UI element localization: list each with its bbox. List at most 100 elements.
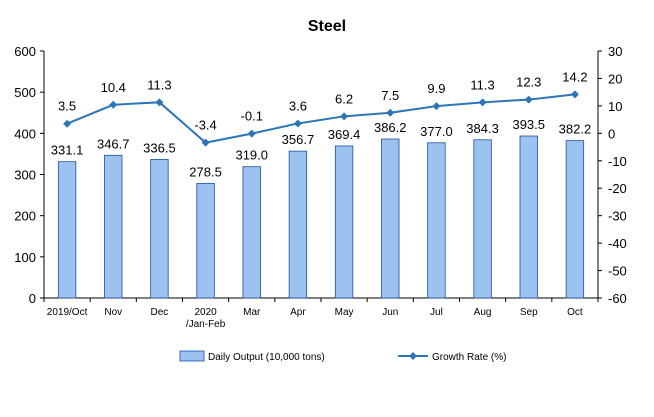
y-left-tick-label: 400 [14, 126, 36, 141]
growth-value-label: 11.3 [147, 77, 171, 92]
x-tick-label: Mar [243, 307, 261, 318]
x-tick-label-line: May [335, 307, 354, 318]
labels-layer: 331.1 346.7 336.5 278.5 319.0 356.7 369.4 386.2… [51, 69, 591, 179]
x-tick-label-line: Dec [151, 307, 169, 318]
y-right-tick-label: -40 [608, 236, 627, 251]
bar-value-label: 377.0 [420, 124, 453, 139]
growth-point [63, 119, 72, 128]
bar-value-label: 393.5 [512, 117, 545, 132]
x-tick-label-line: Jun [382, 307, 398, 318]
growth-value-label: 14.2 [562, 69, 587, 84]
x-tick-label: 2019/Oct [47, 307, 88, 318]
bar-value-label: 384.3 [466, 121, 499, 136]
x-tick-label-line: Apr [290, 307, 306, 318]
bar [150, 159, 169, 299]
growth-value-label: 11.3 [470, 77, 494, 92]
y-left-tick-label: 200 [14, 209, 36, 224]
line-layer [63, 90, 579, 147]
bar [104, 154, 123, 299]
bar [519, 135, 538, 299]
bar [242, 166, 261, 299]
x-tick-label-line: Nov [104, 307, 122, 318]
growth-point [340, 112, 349, 121]
x-tick-label: May [335, 307, 354, 318]
y-left-tick-label: 600 [14, 44, 36, 59]
growth-value-label: -3.4 [194, 118, 216, 133]
growth-point [524, 95, 533, 104]
x-tick-label-line: /Jan-Feb [186, 319, 226, 330]
y-right-tick-label: -10 [608, 154, 627, 169]
x-tick-label: Nov [104, 307, 122, 318]
growth-value-label: 9.9 [427, 81, 445, 96]
axes-layer: 0 100 200 300 400 500 600 -60 -50 -40 -30 -20 -10 0 10… [14, 44, 627, 330]
legend-bar-swatch [179, 350, 205, 362]
x-tick-label-line: 2019/Oct [47, 307, 88, 318]
growth-point [570, 90, 579, 99]
bar-value-label: 336.5 [143, 140, 176, 155]
growth-point [386, 108, 395, 117]
y-left-tick-label: 100 [14, 250, 36, 265]
bar-value-label: 346.7 [97, 136, 130, 151]
y-right-tick-label: -30 [608, 209, 627, 224]
y-right-tick-label: 0 [608, 126, 615, 141]
bar [427, 142, 446, 299]
y-right-tick-label: -60 [608, 291, 627, 306]
x-tick-label-line: Aug [474, 307, 492, 318]
growth-point [432, 102, 441, 111]
bar [381, 138, 400, 299]
bar [565, 140, 585, 299]
bar [334, 145, 354, 299]
bar-value-label: 386.2 [374, 120, 407, 135]
bar [196, 182, 215, 299]
growth-value-label: 10.4 [101, 80, 126, 95]
x-tick-label: Oct [567, 307, 583, 318]
y-right-tick-label: -20 [608, 181, 627, 196]
growth-point [293, 119, 302, 128]
y-right-tick-label: -50 [608, 264, 627, 279]
growth-value-label: -0.1 [241, 109, 263, 124]
x-tick-label: Apr [290, 307, 306, 318]
bar-value-label: 278.5 [189, 164, 222, 179]
bar [473, 139, 492, 299]
legend-line-marker [409, 352, 417, 360]
bar-value-label: 369.4 [328, 127, 361, 142]
legend: Daily Output (10,000 tons) Growth Rate (%… [179, 350, 506, 363]
growth-point [247, 129, 256, 138]
bar-value-label: 356.7 [282, 132, 315, 147]
legend-bar-label: Daily Output (10,000 tons) [208, 352, 325, 363]
bars-layer [57, 135, 585, 299]
growth-point [109, 100, 118, 109]
bar-value-label: 331.1 [51, 143, 84, 158]
x-tick-label-line: Sep [520, 307, 538, 318]
growth-value-label: 3.5 [58, 99, 76, 114]
bar-value-label: 319.0 [235, 148, 268, 163]
y-right-tick-label: 10 [608, 99, 622, 114]
x-tick-label: Dec [151, 307, 169, 318]
bar [57, 161, 77, 299]
growth-value-label: 12.3 [516, 75, 541, 90]
y-left-tick-label: 300 [14, 168, 36, 183]
y-left-tick-label: 0 [29, 291, 36, 306]
growth-value-label: 3.6 [289, 98, 307, 113]
bar-value-label: 382.2 [559, 122, 592, 137]
bar [288, 150, 308, 299]
x-tick-label: Jul [430, 307, 443, 318]
growth-value-label: 7.5 [381, 88, 399, 103]
growth-line [66, 93, 576, 144]
x-tick-label-line: Jul [430, 307, 443, 318]
legend-line-label: Growth Rate (%) [432, 352, 506, 363]
y-right-tick-label: 20 [608, 71, 622, 86]
growth-point [155, 98, 164, 107]
growth-point [201, 138, 210, 147]
growth-value-label: 6.2 [335, 91, 353, 106]
x-tick-label: Aug [474, 307, 492, 318]
x-tick-label-line: Oct [567, 307, 583, 318]
chart-title: Steel [307, 18, 347, 35]
x-tick-label: Sep [520, 307, 538, 318]
growth-point [478, 98, 487, 107]
y-left-tick-label: 500 [14, 85, 36, 100]
x-tick-label-line: Mar [243, 307, 261, 318]
x-tick-label-line: 2020 [194, 307, 217, 318]
